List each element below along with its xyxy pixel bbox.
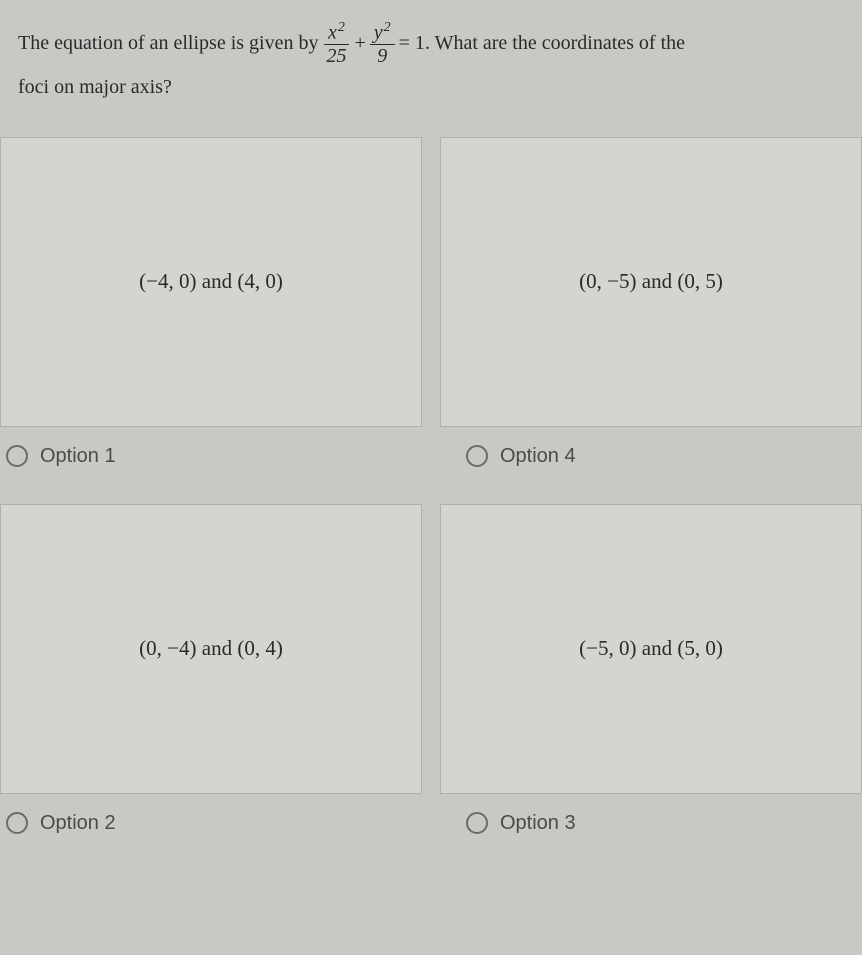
option-row-1[interactable]: Option 1 (0, 445, 422, 486)
frac2-var: y (374, 22, 383, 44)
option-label-2: Option 2 (40, 812, 116, 835)
option-row-2[interactable]: Option 2 (0, 812, 422, 853)
option-card-2[interactable]: (0, −4) and (0, 4) (0, 504, 422, 794)
equals-one: = 1 (399, 23, 425, 63)
radio-icon[interactable] (466, 812, 488, 834)
option-label-4: Option 4 (500, 445, 576, 468)
frac1-var: x (328, 22, 337, 44)
question-line-1: The equation of an ellipse is given by x… (18, 20, 844, 67)
option-block-4: (0, −5) and (0, 5) Option 4 (440, 137, 862, 486)
question-suffix: . What are the coordinates of the (425, 23, 685, 63)
question-line-2: foci on major axis? (18, 67, 844, 107)
fraction-x: x2 25 (322, 20, 350, 67)
option-card-3[interactable]: (−5, 0) and (5, 0) (440, 504, 862, 794)
option-answer-3: (−5, 0) and (5, 0) (579, 636, 723, 661)
option-answer-1: (−4, 0) and (4, 0) (139, 269, 283, 294)
option-card-1[interactable]: (−4, 0) and (4, 0) (0, 137, 422, 427)
frac2-den: 9 (373, 45, 391, 67)
option-block-1: (−4, 0) and (4, 0) Option 1 (0, 137, 422, 486)
question-area: The equation of an ellipse is given by x… (0, 0, 862, 137)
option-answer-4: (0, −5) and (0, 5) (579, 269, 723, 294)
option-block-3: (−5, 0) and (5, 0) Option 3 (440, 504, 862, 853)
fraction-y: y2 9 (370, 20, 395, 67)
options-grid: (−4, 0) and (4, 0) Option 1 (0, −5) and … (0, 137, 862, 853)
option-label-1: Option 1 (40, 445, 116, 468)
radio-icon[interactable] (6, 445, 28, 467)
option-row-4[interactable]: Option 4 (440, 445, 862, 486)
question-prefix: The equation of an ellipse is given by (18, 23, 318, 63)
frac1-exp: 2 (338, 20, 345, 35)
frac1-den: 25 (322, 45, 350, 67)
option-label-3: Option 3 (500, 812, 576, 835)
radio-icon[interactable] (6, 812, 28, 834)
frac2-exp: 2 (384, 20, 391, 35)
plus-sign: + (354, 23, 365, 63)
radio-icon[interactable] (466, 445, 488, 467)
option-row-3[interactable]: Option 3 (440, 812, 862, 853)
option-block-2: (0, −4) and (0, 4) Option 2 (0, 504, 422, 853)
option-answer-2: (0, −4) and (0, 4) (139, 636, 283, 661)
option-card-4[interactable]: (0, −5) and (0, 5) (440, 137, 862, 427)
